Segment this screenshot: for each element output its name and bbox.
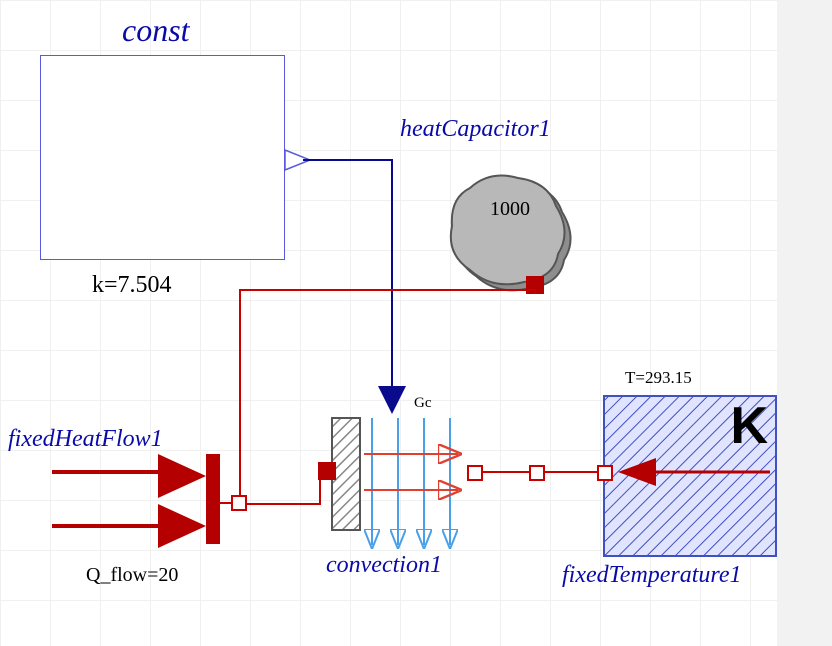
heat-capacitor-value: 1000 bbox=[490, 198, 530, 221]
fixed-temperature-param: T=293.15 bbox=[625, 368, 692, 388]
fixed-heat-flow-icon bbox=[52, 454, 246, 548]
fixed-temperature-block[interactable]: K bbox=[604, 396, 776, 556]
wire-const-to-convection bbox=[303, 160, 406, 414]
fixed-heat-flow-label: fixedHeatFlow1 bbox=[8, 426, 163, 453]
convection-label: convection1 bbox=[326, 552, 442, 579]
kelvin-symbol: K bbox=[730, 396, 768, 456]
const-param: k=7.504 bbox=[92, 272, 172, 299]
wire-heatflow-to-convection bbox=[244, 472, 330, 504]
convection-gc-label: Gc bbox=[414, 395, 432, 412]
heat-capacitor-icon bbox=[451, 176, 571, 291]
fixed-heat-flow-param: Q_flow=20 bbox=[86, 564, 178, 587]
const-label: const bbox=[122, 12, 190, 49]
fixed-temperature-label: fixedTemperature1 bbox=[562, 562, 742, 589]
convection-icon bbox=[318, 418, 482, 545]
heat-capacitor-label: heatCapacitor1 bbox=[400, 116, 551, 143]
thermal-node-port[interactable] bbox=[530, 466, 544, 480]
const-block[interactable] bbox=[40, 55, 285, 260]
